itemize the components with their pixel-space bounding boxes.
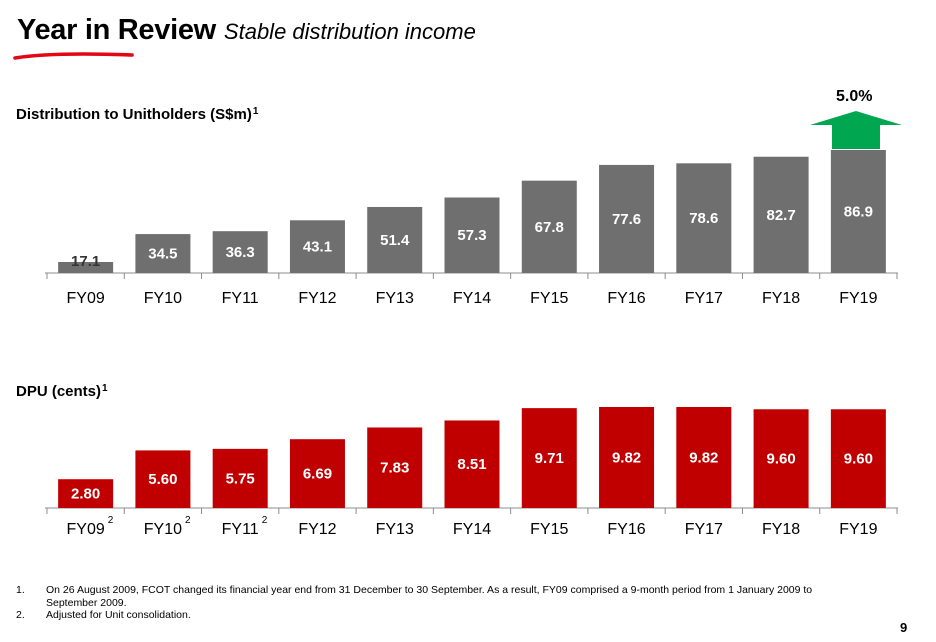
bar-fy15 [521,180,577,273]
bar-value-label-fy16: 77.6 [612,211,641,228]
category-label-fy14: FY14 [453,290,491,307]
bar-value-label-fy15: 9.71 [535,450,564,467]
bar-value-label-fy19: 9.60 [844,451,873,468]
footnote-text: Adjusted for Unit consolidation. [46,609,191,621]
bar-fy10 [135,234,191,273]
page-number: 9 [900,620,908,635]
category-label-fy09: FY09 [67,521,105,538]
category-footnote-marker: 2 [262,515,268,526]
bar-fy14 [444,420,500,508]
category-label-fy11: FY11 [222,521,259,538]
bar-value-label-fy17: 9.82 [689,450,718,467]
bar-value-label-fy09: 17.1 [71,253,100,270]
footnote-marker: 1. [16,584,25,596]
category-label-fy13: FY13 [376,290,414,307]
category-footnote-marker: 2 [185,515,191,526]
bar-value-label-fy17: 78.6 [689,210,718,227]
bar-value-label-fy18: 9.60 [766,451,795,468]
bar-value-label-fy12: 43.1 [303,239,332,256]
footnotes: 1. On 26 August 2009, FCOT changed its f… [16,584,841,622]
bar-fy11 [212,231,268,273]
bar-value-label-fy14: 57.3 [457,227,486,244]
category-label-fy13: FY13 [376,521,414,538]
bar-value-label-fy19: 86.9 [844,204,873,221]
title-subtitle: Stable distribution income [223,19,476,44]
category-label-fy14: FY14 [453,521,491,538]
bar-value-label-fy14: 8.51 [457,456,486,473]
bar-value-label-fy13: 7.83 [380,460,409,477]
bar-fy12 [289,439,345,508]
bar-fy17 [676,163,732,273]
bar-value-label-fy11: 36.3 [226,244,255,261]
category-label-fy12: FY12 [298,290,336,307]
bar-fy18 [753,156,809,273]
bar-value-label-fy18: 82.7 [766,207,795,224]
distribution-bar-chart: 17.1 FY09 34.5 FY10 36.3 FY11 43.1 FY12 51.4 FY13… [45,150,898,307]
footnote: 2. Adjusted for Unit consolidation. [16,609,841,622]
dpu-bar-chart: 2.80FY0925.60FY1025.75FY1126.69FY127.83F… [45,407,898,538]
bar-value-label-fy16: 9.82 [612,450,641,467]
bar-fy14 [444,197,500,273]
bar-value-label-fy10: 5.60 [148,471,177,488]
category-label-fy19: FY19 [839,290,877,307]
category-label-fy18: FY18 [762,521,800,538]
bar-value-label-fy10: 34.5 [148,246,177,263]
category-label-fy16: FY16 [607,521,645,538]
bar-fy10 [135,450,191,508]
bar-fy18 [753,409,809,508]
category-label-fy15: FY15 [530,290,568,307]
title-underline-swoosh [13,52,134,60]
growth-annotation: 5.0% [836,88,873,105]
bar-fy16 [599,164,655,273]
category-label-fy11: FY11 [222,290,259,307]
bar-fy13 [367,427,423,508]
category-label-fy19: FY19 [839,521,877,538]
chart-title-footnote-marker: 1 [102,383,108,394]
footnote-text: On 26 August 2009, FCOT changed its fina… [46,584,813,609]
chart-title-text: Distribution to Unitholders (S$m) [16,106,252,123]
category-label-fy17: FY17 [685,521,723,538]
chart-title-text: DPU (cents) [16,383,102,400]
category-label-fy16: FY16 [607,290,645,307]
footnote-marker: 2. [16,609,25,621]
category-label-fy12: FY12 [298,521,336,538]
bar-value-label-fy15: 67.8 [535,219,564,236]
bar-fy19 [830,409,886,508]
category-label-fy09: FY09 [67,290,105,307]
title-main: Year in Review [17,14,216,46]
bar-fy19 [830,150,886,273]
bar-fy17 [676,407,732,508]
category-label-fy18: FY18 [762,290,800,307]
category-footnote-marker: 2 [108,515,114,526]
bar-fy09 [58,262,114,273]
bar-fy09 [58,479,114,508]
bar-fy13 [367,206,423,273]
bar-fy11 [212,448,268,508]
bar-value-label-fy12: 6.69 [303,466,332,483]
category-label-fy15: FY15 [530,521,568,538]
up-arrow-icon [810,111,902,149]
bar-fy15 [521,408,577,508]
chart-title-footnote-marker: 1 [252,106,259,117]
category-label-fy10: FY10 [144,290,182,307]
bar-value-label-fy09: 2.80 [71,486,100,503]
chart-title-dpu: DPU (cents)1 [16,383,108,403]
bar-fy12 [289,220,345,273]
slide-title: Year in Review Stable distribution income [17,12,476,53]
bar-value-label-fy11: 5.75 [226,470,255,487]
chart-title-distribution: Distribution to Unitholders (S$m)1 [16,106,258,126]
bar-value-label-fy13: 51.4 [380,232,410,249]
bar-fy16 [599,407,655,508]
category-label-fy17: FY17 [685,290,723,307]
category-label-fy10: FY10 [144,521,182,538]
footnote: 1. On 26 August 2009, FCOT changed its f… [16,584,841,609]
